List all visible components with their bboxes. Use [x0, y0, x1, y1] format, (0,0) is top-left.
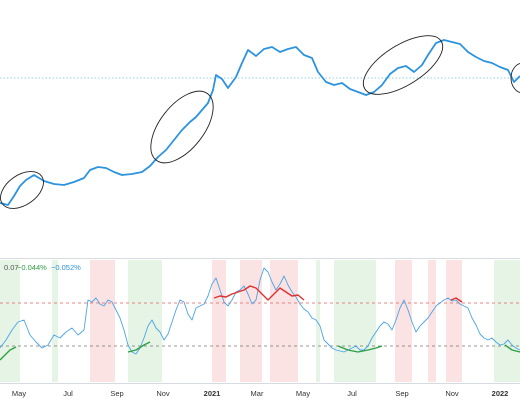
legend-value-2: −0.044%	[17, 263, 47, 272]
indicator-pane	[0, 260, 520, 382]
x-tick-label-2022: 2022	[492, 389, 509, 398]
legend-value-1: 0.07	[4, 263, 19, 272]
shaded-region-green-13	[494, 260, 520, 382]
price-pane	[0, 35, 520, 209]
x-tick-label-sep: Sep	[395, 389, 408, 398]
indicator-red-segment-1	[213, 285, 305, 301]
shaded-region-green-9	[334, 260, 376, 382]
shaded-region-red-6	[240, 260, 262, 382]
x-tick-label-2021: 2021	[204, 389, 221, 398]
shaded-region-red-3	[90, 260, 115, 382]
indicator-green-segment-2	[127, 341, 151, 353]
shaded-region-red-5	[212, 260, 226, 382]
annotation-ellipse-3	[362, 35, 444, 95]
x-axis: May Jul Sep Nov 2021 Mar May Jul Sep Nov 2022	[0, 383, 520, 398]
x-tick-label-jul: Jul	[63, 389, 73, 398]
x-tick-label-jul: Jul	[347, 389, 357, 398]
annotation-ellipse-1	[0, 171, 44, 209]
x-tick-label-mar: Mar	[251, 389, 264, 398]
x-tick-label-nov: Nov	[156, 389, 170, 398]
indicator-green-segment-4	[504, 344, 520, 353]
price-line-series-1	[0, 39, 520, 206]
shaded-region-red-10	[395, 260, 412, 382]
shaded-region-red-7	[270, 260, 298, 382]
shaded-region-green-8	[316, 260, 320, 382]
indicator-red-segment-2	[450, 297, 463, 303]
indicator-green-segment-1	[0, 346, 17, 361]
legend-value-3: −0.052%	[51, 263, 81, 272]
annotation-ellipse-4	[510, 63, 520, 93]
x-tick-label-may: May	[296, 389, 310, 398]
indicator-green-segment-3	[337, 345, 383, 353]
x-tick-label-may: May	[12, 389, 26, 398]
shaded-region-red-11	[428, 260, 436, 382]
shaded-region-green-4	[128, 260, 162, 382]
shaded-region-green-2	[52, 260, 58, 382]
shaded-region-green-1	[0, 260, 20, 382]
x-tick-label-nov: Nov	[445, 389, 459, 398]
indicator-line-main	[0, 267, 520, 355]
x-tick-label-sep: Sep	[110, 389, 123, 398]
shaded-region-red-12	[446, 260, 462, 382]
annotation-ellipse-2	[150, 90, 214, 164]
